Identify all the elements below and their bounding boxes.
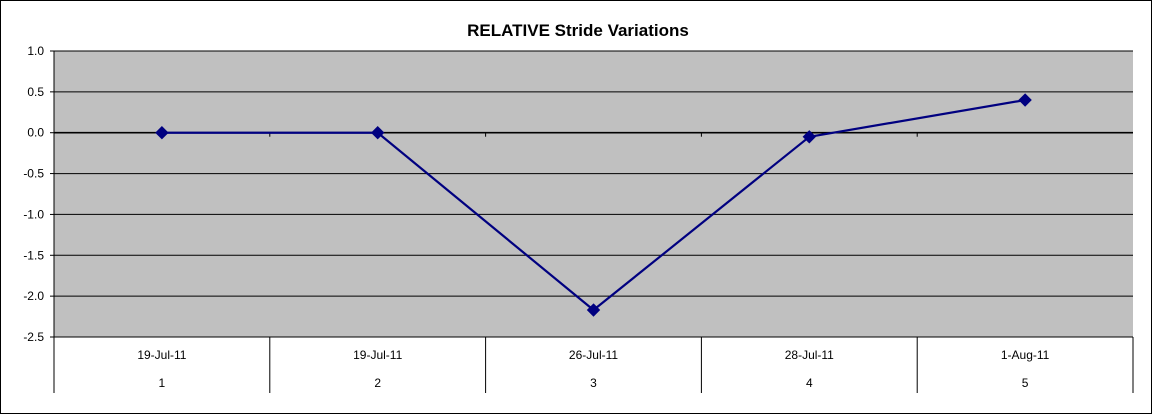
y-tick-label: -0.5 xyxy=(23,167,44,181)
data-point-marker xyxy=(586,303,601,317)
x-category-label: 5 xyxy=(1022,376,1029,390)
x-date-label: 19-Jul-11 xyxy=(137,348,186,362)
y-axis: 1.0 0.5 0.0 -0.5 -1.0 -1.5 -2.0 -2.5 xyxy=(23,44,55,393)
plot-area xyxy=(54,51,1133,337)
x-date-label: 19-Jul-11 xyxy=(353,348,402,362)
x-axis: 19-Jul-11 1 19-Jul-11 2 26-Jul-11 3 28-Jul-11 4… xyxy=(53,337,1134,393)
y-tick-label: 0.5 xyxy=(27,85,44,99)
x-category-label: 3 xyxy=(590,376,597,390)
data-point-marker xyxy=(1018,93,1032,107)
x-category-label: 4 xyxy=(806,376,813,390)
x-date-label: 1-Aug-11 xyxy=(1001,348,1050,362)
y-tick-label: -2.0 xyxy=(23,289,44,303)
x-category-label: 1 xyxy=(159,376,166,390)
data-point-marker xyxy=(802,130,817,144)
chart-title: RELATIVE Stride Variations xyxy=(467,21,689,40)
y-tick-label: 1.0 xyxy=(27,44,44,58)
y-tick-label: -1.5 xyxy=(23,248,44,262)
data-point-marker xyxy=(155,126,169,140)
series-line-group xyxy=(155,93,1032,317)
y-tick-label: 0.0 xyxy=(27,126,44,140)
x-date-label: 28-Jul-11 xyxy=(785,348,834,362)
y-tick-label: -1.0 xyxy=(23,207,44,221)
x-category-label: 2 xyxy=(374,376,381,390)
x-date-label: 26-Jul-11 xyxy=(569,348,618,362)
data-point-marker xyxy=(370,126,385,140)
y-tick-label: -2.5 xyxy=(23,330,44,344)
